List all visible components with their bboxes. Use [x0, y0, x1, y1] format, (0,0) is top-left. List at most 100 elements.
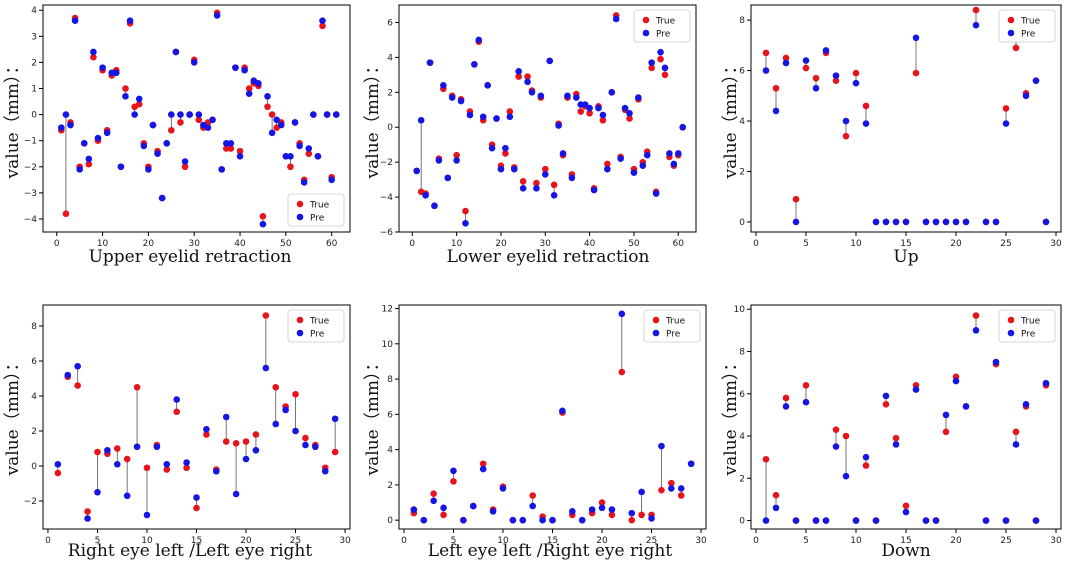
y-tick-label: 4 — [31, 6, 37, 16]
x-tick-label: 5 — [803, 536, 809, 546]
pre-point — [183, 459, 190, 466]
pre-point — [273, 116, 280, 124]
true-point — [577, 108, 585, 115]
pre-point — [952, 218, 960, 226]
pre-point — [1032, 77, 1040, 84]
pre-point — [537, 92, 545, 100]
pre-point — [674, 150, 682, 157]
pre-point — [792, 517, 800, 524]
legend: True Pre — [998, 9, 1056, 43]
pre-point — [892, 441, 900, 448]
pre-point — [524, 78, 531, 86]
pre-point — [321, 467, 329, 475]
pre-point — [94, 134, 102, 142]
legend-true-marker — [652, 316, 660, 324]
pre-point — [573, 94, 580, 101]
y-tick-label: 2 — [31, 427, 37, 437]
pre-point — [502, 144, 509, 152]
true-point — [862, 102, 870, 110]
true-point — [586, 109, 593, 117]
pre-point — [154, 150, 161, 158]
pre-point — [163, 139, 171, 147]
pre-point — [140, 142, 148, 150]
pre-point — [677, 485, 685, 492]
pre-point — [550, 192, 558, 199]
pre-point — [268, 129, 276, 137]
pre-point — [1042, 379, 1050, 387]
x-axis-label: Upper eyelid retraction — [89, 247, 292, 267]
pre-point — [922, 517, 930, 524]
true-point — [453, 151, 460, 159]
pre-point — [668, 485, 675, 492]
pre-point — [578, 516, 586, 524]
pre-point — [232, 490, 240, 498]
x-axis-label: Right eye left /Left eye right — [68, 541, 313, 561]
pre-point — [1002, 120, 1010, 127]
true-point — [113, 445, 121, 452]
true-point — [1012, 44, 1020, 52]
true-point — [143, 464, 151, 472]
pre-point — [76, 166, 83, 173]
true-point — [450, 478, 457, 485]
x-tick-label: 20 — [495, 239, 507, 249]
y-axis-label: value（mm）： — [721, 58, 741, 180]
y-tick-label: 4 — [31, 392, 37, 402]
y-tick-label: 0 — [31, 111, 37, 121]
x-tick-label: 25 — [1000, 536, 1011, 546]
x-tick-label: 60 — [673, 239, 685, 249]
pre-point — [292, 427, 299, 435]
pre-point — [450, 467, 457, 475]
true-point — [550, 181, 558, 189]
pre-point — [892, 218, 900, 226]
true-point — [242, 438, 250, 445]
pre-point — [588, 506, 596, 513]
true-point — [74, 382, 81, 389]
x-tick-label: 40 — [234, 239, 246, 249]
true-point — [181, 163, 189, 171]
pre-point — [630, 169, 638, 176]
pre-point — [555, 122, 562, 129]
pre-point — [549, 516, 556, 524]
true-point — [832, 77, 840, 84]
pre-point — [282, 406, 289, 414]
pre-point — [227, 139, 235, 147]
x-tick-label: 20 — [240, 536, 252, 546]
pre-point — [1002, 517, 1010, 524]
x-tick-label: 25 — [1000, 239, 1011, 249]
true-point — [604, 160, 611, 168]
true-point — [912, 69, 920, 77]
true-point — [529, 492, 536, 499]
pre-point — [608, 89, 616, 96]
pre-point — [291, 119, 299, 126]
pre-point — [54, 460, 62, 468]
pre-point — [992, 358, 1000, 366]
pre-point — [319, 17, 326, 24]
x-tick-label: 60 — [326, 239, 338, 249]
true-point — [677, 492, 685, 499]
chart-panel-2: 0 10 20 30 40 50 60 −6 −4 −2 0 2 4 6 True Pre Lower eyel… — [363, 4, 697, 267]
pre-point — [462, 219, 469, 227]
true-point — [94, 448, 101, 456]
pre-point — [612, 15, 620, 23]
pre-point — [648, 59, 655, 66]
y-tick-label: 6 — [387, 410, 393, 420]
true-point — [123, 455, 131, 463]
y-tick-label: 4 — [739, 117, 745, 127]
pre-point — [173, 396, 180, 403]
true-point — [648, 64, 655, 72]
true-point — [658, 486, 665, 494]
true-point — [203, 431, 210, 438]
pre-point — [509, 516, 517, 524]
pre-point — [972, 327, 980, 334]
legend: True Pre — [287, 193, 345, 227]
chart-panel-3: 0 5 10 15 20 25 30 0 2 4 6 8 True Pre Up value（mm）： — [721, 4, 1062, 267]
pre-point — [982, 517, 990, 524]
pre-point — [942, 411, 950, 419]
x-tick-label: 30 — [695, 536, 707, 546]
x-tick-label: 25 — [290, 536, 301, 546]
true-point — [599, 116, 607, 124]
true-point — [287, 163, 294, 171]
true-point — [902, 502, 910, 510]
pre-point — [117, 163, 125, 171]
x-tick-label: 30 — [339, 536, 351, 546]
